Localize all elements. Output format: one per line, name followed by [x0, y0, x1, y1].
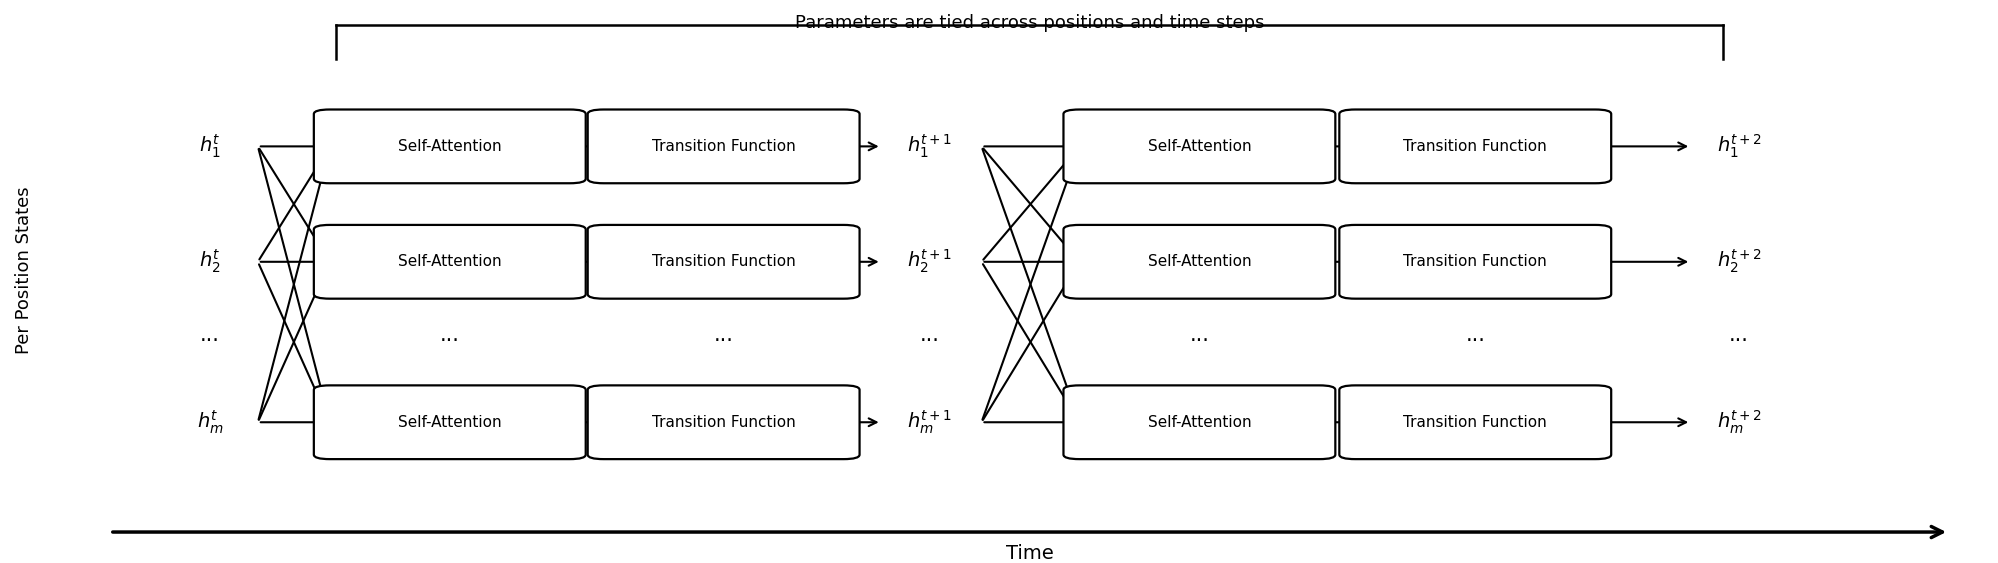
Text: Self-Attention: Self-Attention — [1147, 139, 1251, 154]
FancyBboxPatch shape — [314, 385, 585, 459]
Text: Transition Function: Transition Function — [651, 254, 795, 269]
Text: $h_1^{t+2}$: $h_1^{t+2}$ — [1716, 133, 1760, 160]
Text: Parameters are tied across positions and time steps: Parameters are tied across positions and… — [795, 14, 1263, 32]
FancyBboxPatch shape — [1339, 109, 1610, 184]
FancyBboxPatch shape — [314, 109, 585, 184]
Text: Self-Attention: Self-Attention — [1147, 254, 1251, 269]
Text: $h_m^t$: $h_m^t$ — [196, 409, 224, 436]
Text: Transition Function: Transition Function — [651, 415, 795, 430]
Text: Self-Attention: Self-Attention — [398, 139, 501, 154]
Text: $h_2^{t+1}$: $h_2^{t+1}$ — [907, 248, 951, 275]
Text: $h_m^{t+2}$: $h_m^{t+2}$ — [1716, 409, 1760, 436]
Text: $h_1^{t+1}$: $h_1^{t+1}$ — [907, 133, 951, 160]
Text: Self-Attention: Self-Attention — [1147, 415, 1251, 430]
FancyBboxPatch shape — [314, 225, 585, 298]
Text: $h_1^t$: $h_1^t$ — [200, 133, 220, 160]
FancyBboxPatch shape — [587, 109, 859, 184]
Text: $h_2^{t+2}$: $h_2^{t+2}$ — [1716, 248, 1760, 275]
Text: ...: ... — [713, 325, 733, 345]
Text: Transition Function: Transition Function — [1403, 139, 1546, 154]
Text: $h_2^t$: $h_2^t$ — [200, 248, 220, 275]
Text: $h_m^{t+1}$: $h_m^{t+1}$ — [907, 409, 951, 436]
FancyBboxPatch shape — [587, 225, 859, 298]
Text: ...: ... — [919, 325, 939, 345]
Text: Self-Attention: Self-Attention — [398, 254, 501, 269]
FancyBboxPatch shape — [1063, 385, 1335, 459]
FancyBboxPatch shape — [1063, 109, 1335, 184]
Text: ...: ... — [440, 325, 460, 345]
FancyBboxPatch shape — [587, 385, 859, 459]
Text: ...: ... — [1728, 325, 1748, 345]
Text: Transition Function: Transition Function — [1403, 415, 1546, 430]
Text: ...: ... — [1189, 325, 1209, 345]
FancyBboxPatch shape — [1339, 225, 1610, 298]
Text: Per Position States: Per Position States — [14, 186, 34, 354]
Text: Time: Time — [1005, 544, 1053, 563]
Text: Transition Function: Transition Function — [651, 139, 795, 154]
FancyBboxPatch shape — [1339, 385, 1610, 459]
FancyBboxPatch shape — [1063, 225, 1335, 298]
Text: Transition Function: Transition Function — [1403, 254, 1546, 269]
Text: Self-Attention: Self-Attention — [398, 415, 501, 430]
Text: ...: ... — [200, 325, 220, 345]
Text: ...: ... — [1465, 325, 1485, 345]
